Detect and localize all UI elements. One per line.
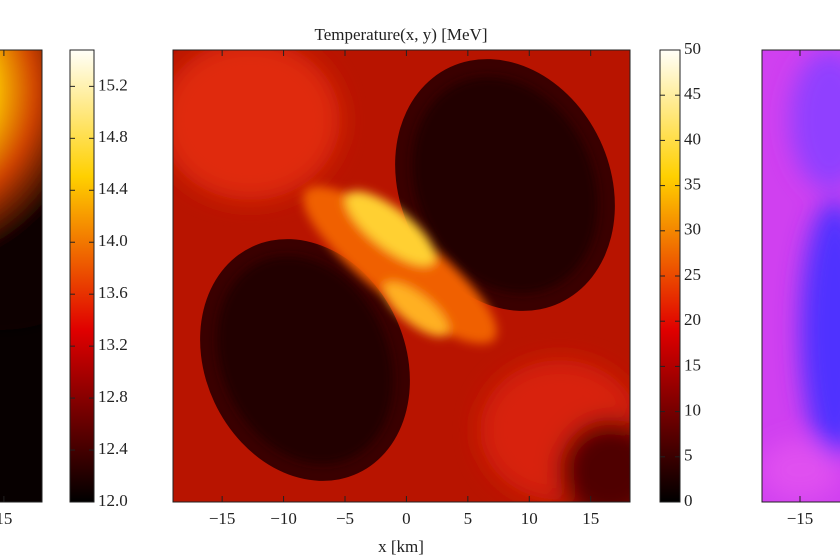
x-tick-label: 5 bbox=[464, 509, 473, 528]
heatmap bbox=[762, 50, 840, 502]
colorbar-tick-label: 20 bbox=[684, 310, 701, 329]
x-axis-label: x [km] bbox=[378, 537, 424, 556]
colorbar-tick-label: 14.8 bbox=[98, 127, 128, 146]
colorbar-tick-label: 12.8 bbox=[98, 387, 128, 406]
colorbar-tick-label: 12.0 bbox=[98, 491, 128, 510]
colorbar-tick-label: 13.6 bbox=[98, 283, 128, 302]
x-tick-label: 0 bbox=[402, 509, 411, 528]
colorbar-tick-label: 12.4 bbox=[98, 439, 128, 458]
colorbar-tick-label: 0 bbox=[684, 491, 693, 510]
colorbar-tick-label: 14.4 bbox=[98, 179, 128, 198]
x-tick-label: −10 bbox=[270, 509, 297, 528]
colorbar-tick-label: 15.2 bbox=[98, 75, 128, 94]
colorbar-tick-label: 5 bbox=[684, 446, 693, 465]
x-tick-label: −15 bbox=[787, 509, 814, 528]
plot-frame bbox=[0, 49, 43, 503]
heatmap bbox=[0, 50, 42, 502]
x-tick-label: 15 bbox=[0, 509, 12, 528]
x-tick-label: 15 bbox=[582, 509, 599, 528]
colorbar-tick-label: 25 bbox=[684, 265, 701, 284]
plot-frame bbox=[761, 49, 840, 503]
colorbar-tick-label: 50 bbox=[684, 39, 701, 58]
colorbar-tick-label: 30 bbox=[684, 220, 701, 239]
x-tick-label: −5 bbox=[336, 509, 354, 528]
heatmap bbox=[173, 50, 630, 502]
colorbar-tick-label: 13.2 bbox=[98, 335, 128, 354]
x-tick-label: 10 bbox=[521, 509, 538, 528]
plot-frame bbox=[172, 49, 631, 503]
colorbar-tick-label: 35 bbox=[684, 175, 701, 194]
x-tick-label: −15 bbox=[209, 509, 236, 528]
colorbar-tick-label: 14.0 bbox=[98, 231, 128, 250]
chart-title: Temperature(x, y) [MeV] bbox=[315, 25, 488, 44]
colorbar bbox=[69, 49, 95, 503]
colorbar-tick-label: 10 bbox=[684, 401, 701, 420]
colorbar-tick-label: 15 bbox=[684, 355, 701, 374]
colorbar-tick-label: 40 bbox=[684, 129, 701, 148]
colorbar-tick-label: 45 bbox=[684, 84, 701, 103]
